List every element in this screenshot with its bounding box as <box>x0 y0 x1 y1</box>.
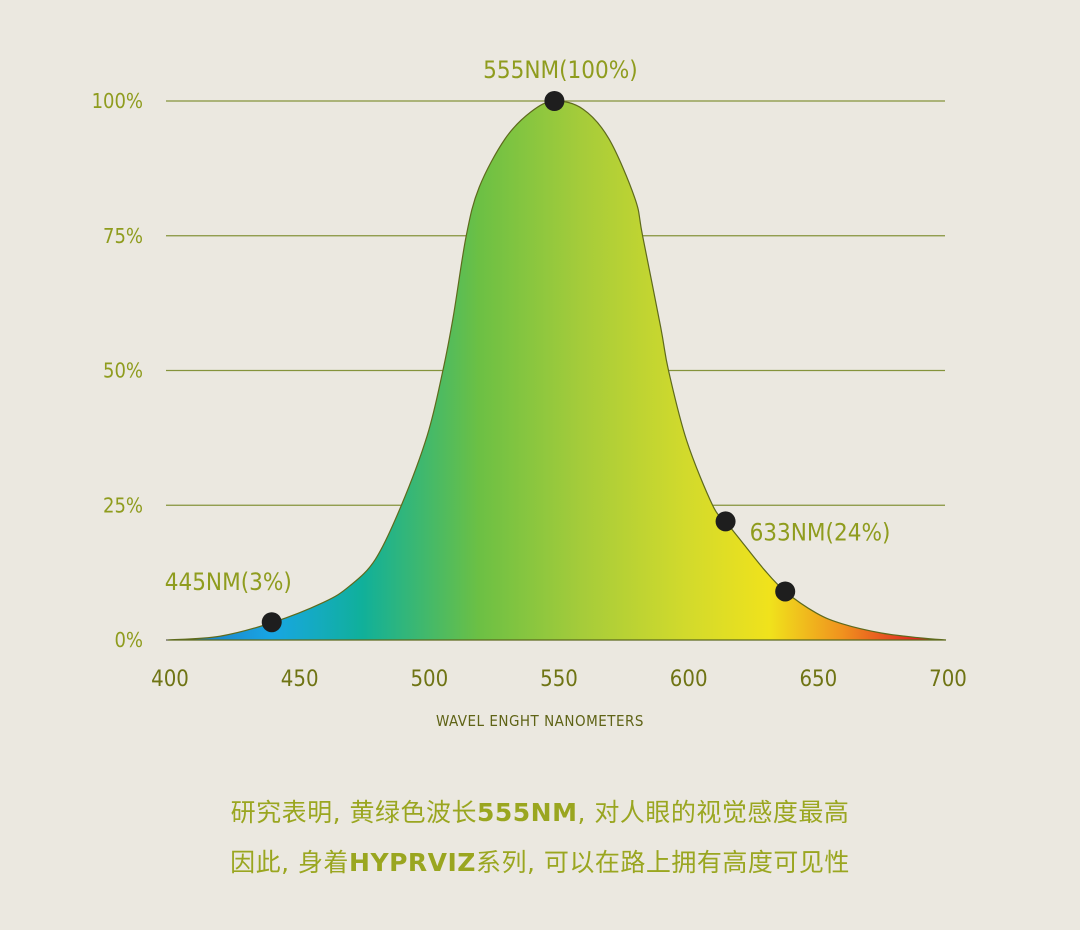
point-annotation: 445NM(3%) <box>165 568 292 596</box>
data-point <box>544 91 565 111</box>
data-point <box>775 581 796 602</box>
caption-text: 研究表明, 黄绿色波长 <box>230 798 477 827</box>
y-tick-label: 0% <box>114 628 143 652</box>
caption-line-1: 研究表明, 黄绿色波长555NM, 对人眼的视觉感度最高 <box>0 793 1080 829</box>
y-tick-label: 25% <box>103 493 143 517</box>
caption-line-2: 因此, 身着HYPRVIZ系列, 可以在路上拥有高度可见性 <box>0 843 1080 879</box>
caption-highlight: HYPRVIZ <box>349 848 476 877</box>
x-tick-label: 700 <box>929 667 967 692</box>
y-tick-label: 50% <box>103 359 143 383</box>
x-tick-label: 400 <box>151 667 189 692</box>
caption-text: 因此, 身着 <box>230 848 350 877</box>
y-tick-label: 100% <box>92 89 143 113</box>
caption-text: 系列, 可以在路上拥有高度可见性 <box>475 848 850 877</box>
point-annotation: 555NM(100%) <box>483 56 638 84</box>
x-tick-label: 650 <box>799 667 837 692</box>
data-point <box>715 511 736 532</box>
y-tick-label: 75% <box>103 224 143 248</box>
point-annotation: 633NM(24%) <box>750 518 891 546</box>
caption-text: , 对人眼的视觉感度最高 <box>577 798 850 827</box>
x-tick-label: 450 <box>281 667 319 692</box>
x-tick-label: 500 <box>410 667 448 692</box>
x-axis-title: WAVEL ENGHT NANOMETERS <box>436 712 644 730</box>
caption-highlight: 555NM <box>477 798 578 827</box>
x-tick-label: 600 <box>670 667 708 692</box>
data-point <box>261 612 282 633</box>
x-tick-label: 550 <box>540 667 578 692</box>
